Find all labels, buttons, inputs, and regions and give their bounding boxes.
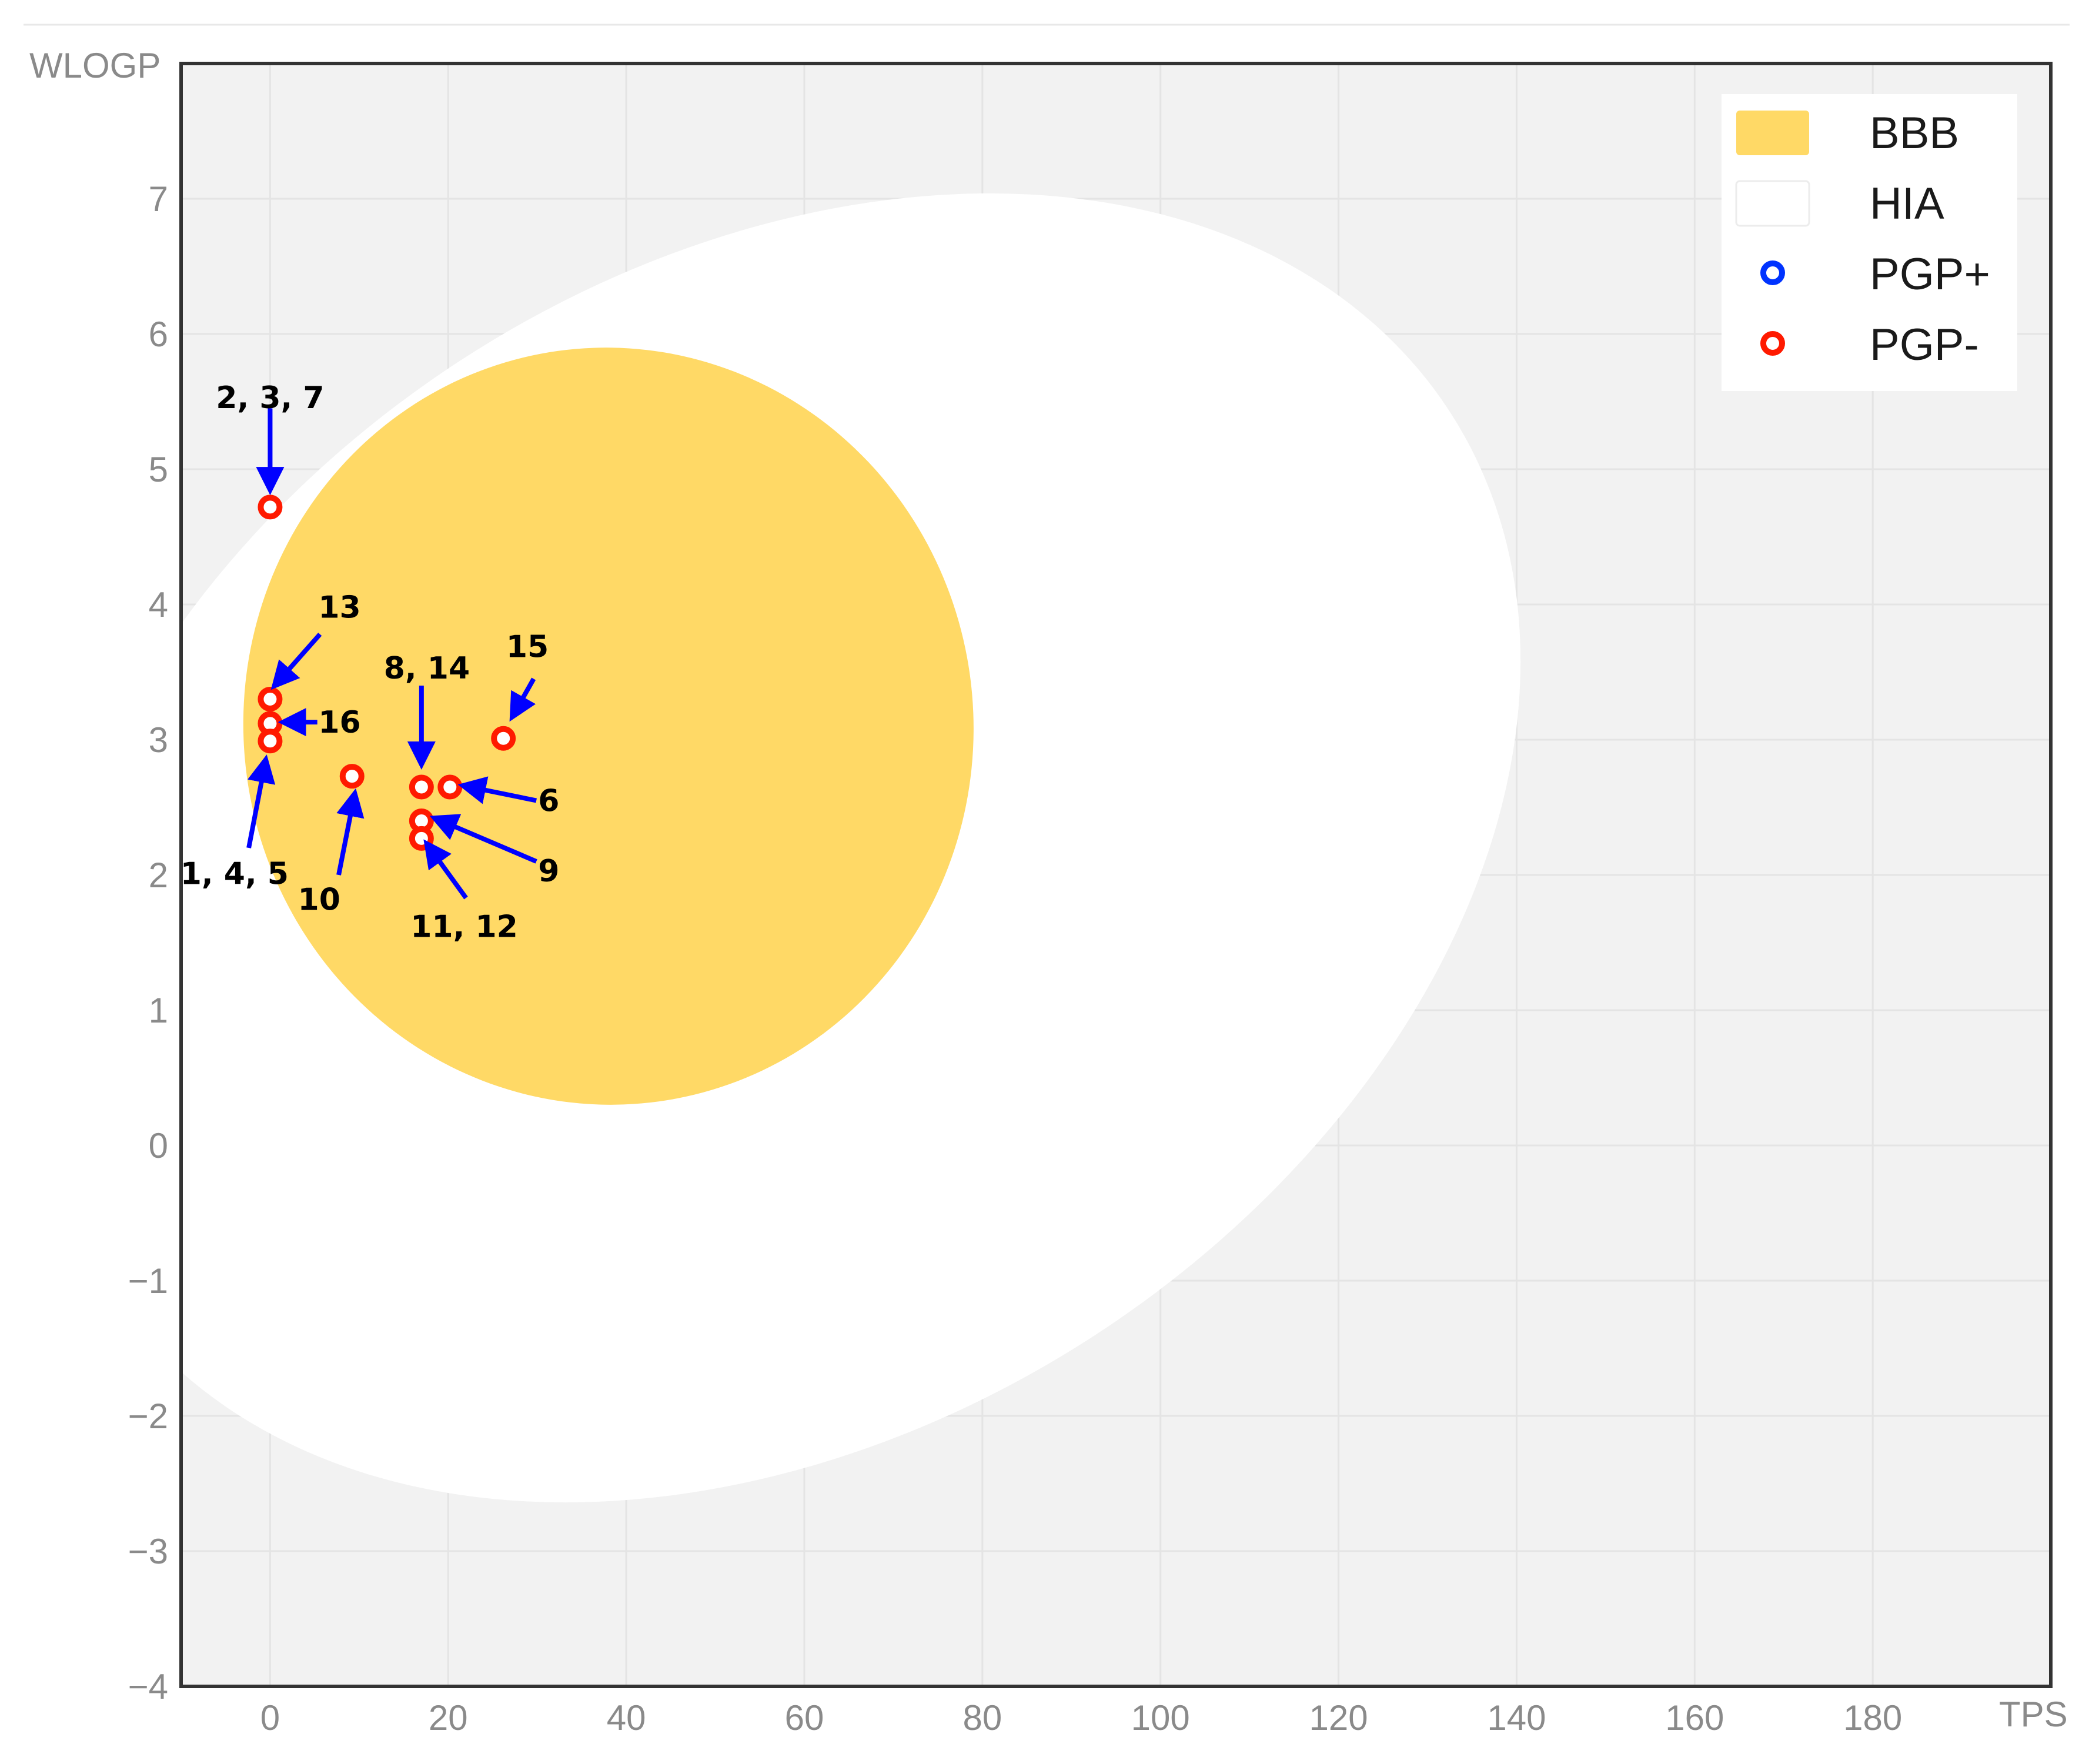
data-point — [491, 726, 516, 751]
x-tick-label: 20 — [429, 1698, 468, 1738]
y-tick-label: 7 — [149, 179, 168, 219]
annotation-label: 13 — [318, 590, 360, 626]
annotation-label: 16 — [318, 705, 360, 740]
annotation-label: 15 — [506, 629, 549, 664]
y-tick-label: −2 — [128, 1396, 168, 1436]
points — [258, 495, 516, 851]
y-tick-label: 5 — [149, 450, 168, 489]
y-tick-label: 1 — [149, 991, 168, 1030]
x-tick-labels: 0 20 40 60 80 100 120 140 160 180 — [260, 1698, 1902, 1738]
legend-label: HIA — [1870, 179, 1944, 229]
annotation-label: 1, 4, 5 — [181, 857, 289, 892]
annotation-arrow — [270, 632, 322, 690]
y-tick-label: 2 — [149, 856, 168, 895]
data-point — [409, 774, 434, 800]
x-axis-title: TPS — [1999, 1695, 2068, 1734]
legend-marker-pgp-plus — [1760, 260, 1785, 285]
legend-label: BBB — [1870, 108, 1959, 158]
regions — [181, 193, 1521, 1503]
legend-marker-pgp-minus — [1760, 331, 1785, 356]
y-tick-labels: −4 −3 −2 −1 0 1 2 3 4 5 6 7 — [128, 179, 168, 1706]
data-point — [258, 495, 283, 520]
annotation-label: 2, 3, 7 — [216, 380, 324, 416]
annotation-arrow — [509, 677, 536, 722]
y-tick-label: 3 — [149, 720, 168, 760]
data-point — [437, 774, 463, 800]
y-tick-label: 6 — [149, 315, 168, 354]
y-tick-label: 4 — [149, 585, 168, 624]
y-axis-title: WLOGP — [29, 46, 161, 85]
annotation-arrow — [423, 839, 468, 900]
annotation-label: 10 — [298, 882, 340, 917]
annotation-arrow — [429, 814, 537, 864]
data-point — [258, 729, 283, 754]
x-tick-label: 180 — [1843, 1698, 1902, 1738]
x-tick-label: 60 — [785, 1698, 824, 1738]
annotation-label: 6 — [538, 784, 559, 819]
x-tick-label: 140 — [1487, 1698, 1546, 1738]
y-tick-label: −4 — [128, 1667, 168, 1706]
annotation-label: 11, 12 — [410, 909, 518, 944]
annotations: 2, 3, 7 13 16 1, 4, 5 10 8, 14 15 6 9 11, 12 — [181, 380, 560, 944]
data-point — [258, 687, 283, 711]
plot-frame — [179, 62, 2053, 1688]
x-tick-label: 100 — [1131, 1698, 1190, 1738]
y-tick-label: −3 — [128, 1532, 168, 1571]
x-tick-label: 120 — [1309, 1698, 1368, 1738]
legend-label: PGP+ — [1870, 249, 1990, 299]
y-tick-label: −1 — [128, 1261, 168, 1301]
annotation-arrow — [457, 776, 537, 804]
annotation-label: 9 — [538, 854, 559, 889]
x-tick-label: 160 — [1665, 1698, 1724, 1738]
legend-swatch-hia — [1735, 180, 1810, 227]
legend-label: PGP- — [1870, 320, 1979, 370]
x-tick-label: 0 — [260, 1698, 280, 1738]
x-tick-label: 40 — [607, 1698, 646, 1738]
legend-swatch-bbb — [1736, 111, 1809, 155]
x-tick-label: 80 — [962, 1698, 1002, 1738]
annotation-arrow — [246, 754, 276, 848]
annotation-label: 8, 14 — [384, 651, 470, 686]
region-bbb — [243, 348, 974, 1105]
data-point — [339, 764, 365, 789]
annotation-arrow — [336, 788, 365, 876]
y-tick-label: 0 — [149, 1126, 168, 1165]
legend: BBB HIA PGP+ PGP- — [1722, 94, 2017, 391]
